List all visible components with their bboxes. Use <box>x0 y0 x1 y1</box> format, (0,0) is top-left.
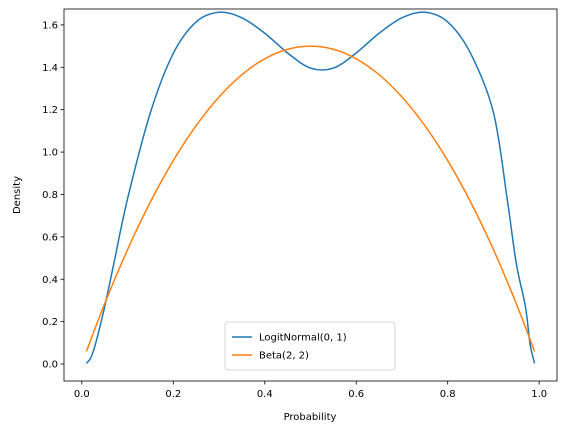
y-tick-label: 0.0 <box>42 360 58 371</box>
series-line-2 <box>85 45 536 352</box>
y-tick-label: 0.2 <box>42 317 58 328</box>
x-tick-label: 0.0 <box>74 389 90 400</box>
legend-box <box>224 321 396 371</box>
y-axis-ticks: 0.0 0.2 0.4 0.6 0.8 1.0 1.2 1.4 1.6 <box>42 20 64 371</box>
y-tick-label: 0.4 <box>42 275 58 286</box>
x-axis-label: Probability <box>284 412 337 423</box>
x-tick-label: 0.6 <box>348 389 364 400</box>
legend: LogitNormal(0, 1) Beta(2, 2) <box>224 321 396 371</box>
y-tick-label: 0.8 <box>42 190 58 201</box>
y-axis-label: Density <box>12 176 23 214</box>
series-line-1 <box>85 11 536 364</box>
y-tick-label: 1.0 <box>42 148 58 159</box>
legend-label-2: Beta(2, 2) <box>259 351 309 362</box>
x-axis-ticks: 0.0 0.2 0.4 0.6 0.8 1.0 <box>74 381 547 400</box>
x-tick-label: 0.8 <box>440 389 456 400</box>
y-tick-label: 1.4 <box>42 63 58 74</box>
x-tick-label: 0.4 <box>257 389 273 400</box>
plot-area <box>64 9 557 381</box>
y-tick-label: 1.6 <box>42 20 58 31</box>
series-layer <box>85 11 536 364</box>
x-tick-label: 1.0 <box>531 389 547 400</box>
y-tick-label: 0.6 <box>42 232 58 243</box>
y-tick-label: 1.2 <box>42 105 58 116</box>
legend-label-1: LogitNormal(0, 1) <box>259 333 347 344</box>
axes-frame <box>63 8 558 382</box>
x-tick-label: 0.2 <box>165 389 181 400</box>
